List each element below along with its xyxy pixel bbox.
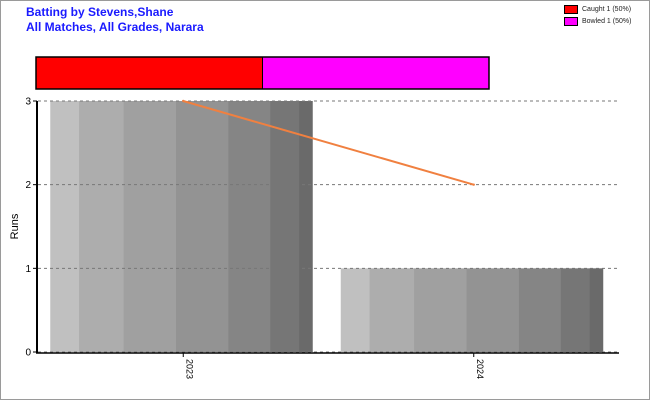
trend-line <box>182 100 475 186</box>
bar-2023-shade <box>123 101 177 352</box>
bar-2024-shade <box>518 268 562 352</box>
y-axis-label: Runs <box>9 213 21 239</box>
y-tick-label-0: 0 <box>25 348 31 359</box>
x-tick-label-2024: 2024 <box>475 359 485 379</box>
bar-2024-shade <box>589 268 604 352</box>
bar-2023-shade <box>50 101 80 352</box>
legend-swatch-caught <box>564 5 578 14</box>
legend-item-caught: Caught 1 (50%) <box>564 4 631 15</box>
y-tick-label-3: 3 <box>25 97 31 108</box>
legend: Caught 1 (50%) Bowled 1 (50%) <box>564 4 631 28</box>
bar-2024-shade <box>466 268 520 352</box>
legend-label-bowled: Bowled 1 (50%) <box>582 18 632 25</box>
bar-2023-shade <box>176 101 229 352</box>
bar-2023-shade <box>270 101 300 352</box>
bar-2024-shade <box>369 268 415 352</box>
trend-point-2023 <box>182 99 185 103</box>
legend-swatch-bowled <box>564 17 578 26</box>
bar-2024-shade <box>340 268 371 352</box>
legend-item-bowled: Bowled 1 (50%) <box>564 16 631 27</box>
y-tick-label-2: 2 <box>25 180 31 191</box>
bar-2024-shade <box>414 268 468 352</box>
trend-point-2024 <box>472 183 475 186</box>
dismissal-segment-caught <box>36 57 263 89</box>
legend-label-caught: Caught 1 (50%) <box>582 6 632 13</box>
bar-2024-shade <box>560 268 591 352</box>
dismissal-segment-bowled <box>262 57 489 89</box>
bar-2023-shade <box>79 101 125 352</box>
chart-title: Batting by Stevens,Shane <box>26 5 174 19</box>
bar-2024 <box>340 268 604 352</box>
x-tick-label-2023: 2023 <box>184 359 194 379</box>
bar-2023-shade <box>228 101 271 352</box>
bar-2023 <box>50 101 313 352</box>
y-tick-label-1: 1 <box>25 264 31 275</box>
bar-2023-shade <box>299 101 313 352</box>
chart-subtitle: All Matches, All Grades, Narara <box>26 20 204 34</box>
